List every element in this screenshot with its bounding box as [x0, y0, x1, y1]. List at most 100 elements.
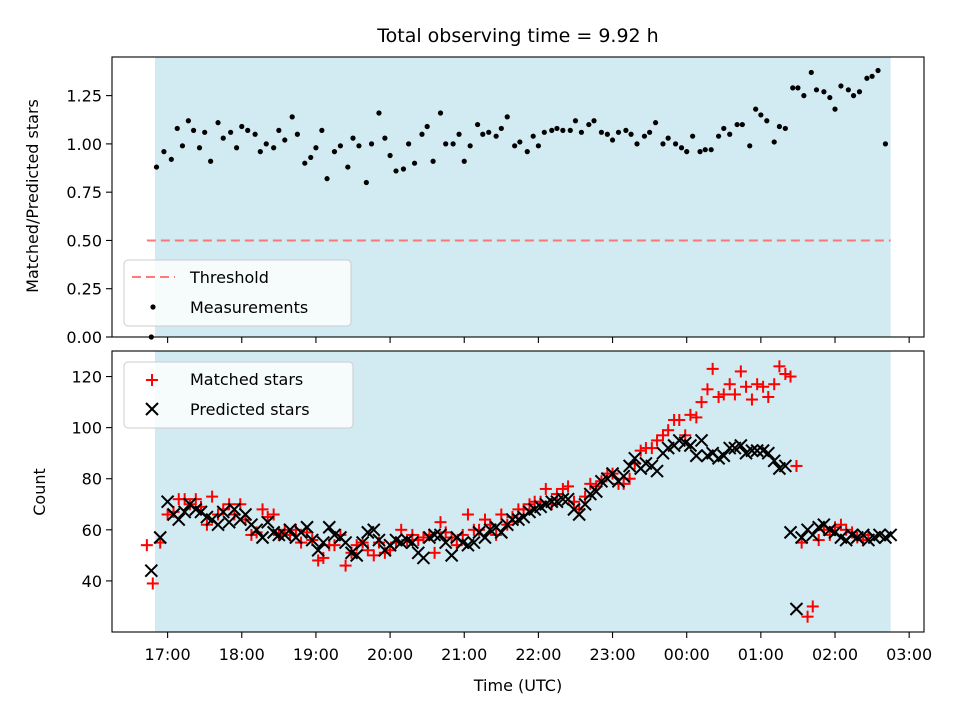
- predicted-star-point: [338, 535, 353, 550]
- y-tick-label: 0.75: [66, 183, 102, 202]
- predicted-star-point: [789, 602, 804, 616]
- matched-star-point: [267, 508, 280, 521]
- matched-star-point: [161, 508, 174, 521]
- matched-star-point: [539, 482, 552, 495]
- predicted-star-point: [622, 459, 637, 473]
- measurement-point: [560, 127, 566, 133]
- measurement-point: [684, 149, 690, 155]
- matched-star-point: [312, 554, 325, 567]
- matched-star-point: [328, 539, 341, 552]
- measurement-point: [220, 135, 226, 141]
- measurement-point: [257, 149, 263, 155]
- x-tick-label: 22:00: [515, 645, 561, 664]
- measurement-point: [161, 149, 167, 155]
- x-axis-label: Time (UTC): [473, 676, 562, 695]
- matched-star-point: [728, 388, 741, 401]
- matched-star-point: [434, 516, 447, 529]
- predicted-star-point: [153, 530, 167, 545]
- predicted-star-point: [261, 515, 275, 529]
- measurement-point: [734, 121, 740, 128]
- y-tick-label: 60: [82, 521, 102, 540]
- x-tick-label: 23:00: [589, 645, 635, 664]
- legend-measurements-label: Measurements: [190, 298, 308, 317]
- measurement-point: [208, 158, 214, 164]
- measurement-point: [271, 145, 277, 151]
- matched-star-point: [317, 551, 330, 564]
- measurement-point: [795, 85, 801, 91]
- measurement-point: [493, 133, 499, 139]
- predicted-star-point: [806, 528, 820, 542]
- predicted-star-point: [416, 551, 431, 565]
- measurement-point: [239, 123, 245, 130]
- measurement-point: [623, 127, 629, 133]
- measurement-points: [148, 67, 889, 340]
- x-tick-label: 20:00: [367, 645, 413, 664]
- measurement-point: [782, 125, 788, 132]
- measurement-point: [586, 121, 592, 128]
- legend-predicted-swatch: [145, 402, 159, 416]
- matched-star-point: [740, 380, 753, 393]
- measurement-point: [821, 89, 827, 95]
- matched-star-point: [645, 442, 658, 455]
- matched-star-point: [339, 559, 352, 572]
- measurement-point: [196, 145, 203, 151]
- matched-star-point: [334, 528, 347, 541]
- matched-star-point: [206, 490, 219, 503]
- predicted-star-point: [433, 528, 448, 542]
- measurement-point: [376, 110, 382, 116]
- measurement-point: [486, 129, 492, 135]
- matched-star-point: [768, 378, 781, 391]
- measurement-point: [813, 87, 820, 93]
- matched-star-point: [378, 546, 391, 559]
- measurement-point: [708, 147, 714, 153]
- predicted-star-point: [605, 466, 620, 481]
- y-tick-label: 80: [82, 470, 102, 489]
- measurement-point: [282, 137, 288, 143]
- predicted-star-point: [367, 523, 381, 537]
- measurement-point: [641, 133, 648, 139]
- predicted-star-point: [283, 523, 297, 537]
- measurement-point: [715, 133, 722, 139]
- measurement-point: [456, 131, 462, 137]
- predicted-star-point: [745, 443, 759, 458]
- count-legend: Matched stars Predicted stars: [123, 361, 354, 429]
- matched-star-point: [723, 378, 736, 391]
- predicted-star-point: [222, 515, 236, 529]
- matched-star-point: [417, 531, 430, 544]
- predicted-star-point: [628, 451, 642, 465]
- predicted-star-point: [427, 528, 442, 542]
- measurement-point: [406, 141, 412, 147]
- matched-star-point: [146, 577, 159, 590]
- measurement-point: [628, 131, 634, 137]
- measurement-point: [411, 160, 418, 166]
- measurement-point: [430, 158, 436, 164]
- y-tick-label: 120: [71, 368, 102, 387]
- measurement-point: [302, 160, 308, 166]
- measurement-point: [850, 93, 857, 99]
- measurement-point: [672, 141, 679, 147]
- matched-star-point: [784, 370, 797, 383]
- measurement-point: [437, 110, 444, 116]
- measurement-point: [504, 114, 510, 120]
- measurement-point: [578, 129, 585, 135]
- x-tick-label: 17:00: [145, 645, 191, 664]
- legend-matched-label: Matched stars: [190, 370, 303, 389]
- predicted-star-point: [750, 443, 764, 458]
- predicted-star-point: [505, 512, 520, 527]
- ratio-panel: 0.00 0.25 0.50 0.75 1.00 1.25 Matched/Predict…: [23, 56, 925, 347]
- matched-star-point: [773, 360, 786, 373]
- measurement-point: [875, 67, 881, 74]
- predicted-star-point: [272, 528, 286, 542]
- matched-star-point: [662, 424, 675, 437]
- predicted-star-point: [160, 495, 175, 509]
- matched-star-point: [806, 600, 819, 613]
- x-tick-label: 01:00: [738, 645, 784, 664]
- matched-star-point: [757, 380, 770, 393]
- measurement-point: [660, 141, 666, 147]
- measurement-point: [697, 149, 703, 155]
- predicted-star-point: [723, 441, 737, 455]
- measurement-point: [512, 143, 518, 149]
- measurement-point: [832, 106, 838, 112]
- predicted-star-point: [238, 507, 253, 522]
- predicted-star-point: [767, 454, 781, 468]
